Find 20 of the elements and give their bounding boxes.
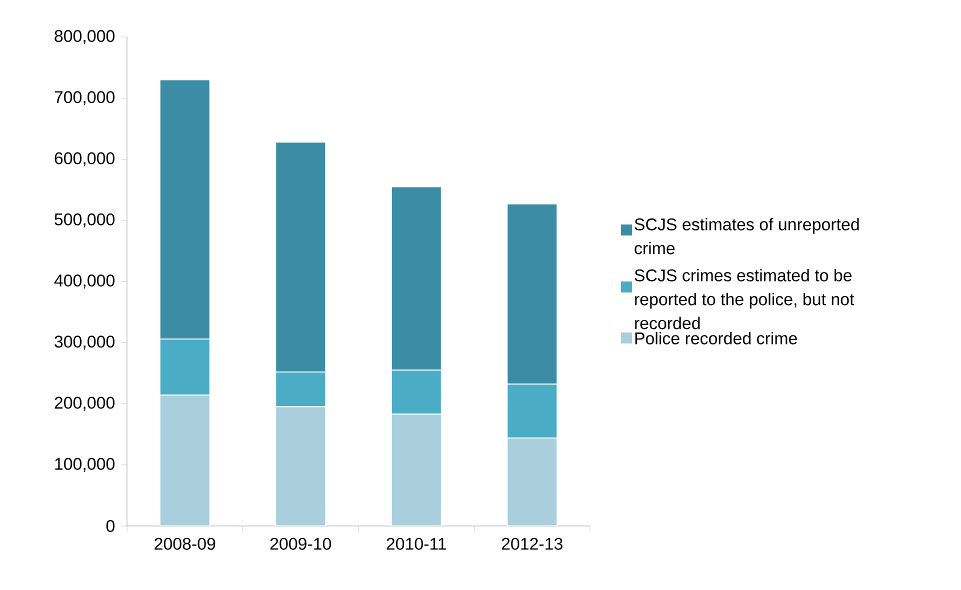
y-tick-label: 400,000 bbox=[54, 274, 114, 288]
bar bbox=[390, 414, 442, 526]
x-tick-label: 2008-09 bbox=[154, 538, 216, 550]
bar bbox=[506, 437, 558, 526]
x-tick-label: 2012-13 bbox=[502, 538, 562, 550]
bar bbox=[275, 406, 326, 526]
legend-label: SCJS crimes estimated to be reported to the police, but not recorded bbox=[634, 268, 854, 330]
y-tick-label: 100,000 bbox=[55, 458, 114, 472]
y-tick-label: 800,000 bbox=[54, 30, 114, 44]
x-tick-label: 2010-11 bbox=[386, 538, 446, 550]
legend-label: Police recorded crime bbox=[635, 332, 797, 344]
bar bbox=[159, 394, 210, 526]
legend-label: SCJS estimates of unreported crime bbox=[634, 218, 859, 254]
x-tick-label: 2009-10 bbox=[270, 538, 332, 550]
y-tick-label: 200,000 bbox=[54, 396, 114, 411]
y-tick-label: 600,000 bbox=[54, 152, 114, 166]
y-tick-label: 300,000 bbox=[54, 336, 114, 350]
y-tick-label: 700,000 bbox=[54, 91, 114, 106]
y-tick-label: 0 bbox=[106, 520, 115, 532]
y-tick-label: 500,000 bbox=[54, 213, 114, 228]
